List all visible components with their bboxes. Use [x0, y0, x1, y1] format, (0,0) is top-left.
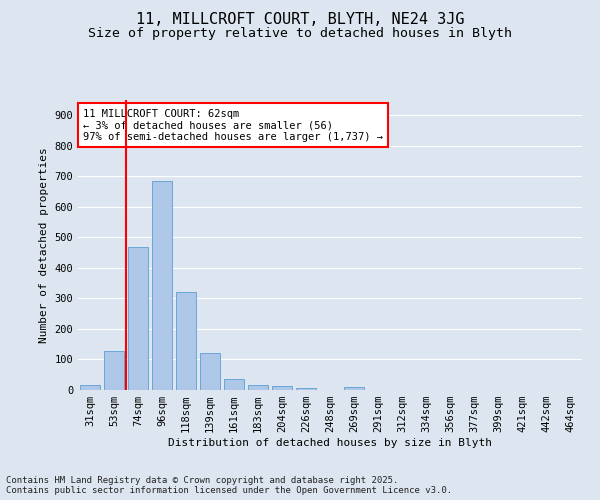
Bar	[152, 181, 172, 390]
Bar	[128, 247, 148, 390]
Text: Contains HM Land Registry data © Crown copyright and database right 2025.
Contai: Contains HM Land Registry data © Crown c…	[6, 476, 452, 495]
Text: Size of property relative to detached houses in Blyth: Size of property relative to detached ho…	[88, 28, 512, 40]
X-axis label: Distribution of detached houses by size in Blyth: Distribution of detached houses by size …	[168, 438, 492, 448]
Text: 11 MILLCROFT COURT: 62sqm
← 3% of detached houses are smaller (56)
97% of semi-d: 11 MILLCROFT COURT: 62sqm ← 3% of detach…	[83, 108, 383, 142]
Text: 11, MILLCROFT COURT, BLYTH, NE24 3JG: 11, MILLCROFT COURT, BLYTH, NE24 3JG	[136, 12, 464, 28]
Bar	[344, 387, 364, 390]
Bar	[176, 292, 196, 390]
Bar	[80, 384, 100, 390]
Bar	[272, 386, 292, 390]
Bar	[104, 351, 124, 390]
Bar	[248, 386, 268, 390]
Bar	[200, 353, 220, 390]
Y-axis label: Number of detached properties: Number of detached properties	[39, 147, 49, 343]
Bar	[224, 380, 244, 390]
Bar	[296, 388, 316, 390]
